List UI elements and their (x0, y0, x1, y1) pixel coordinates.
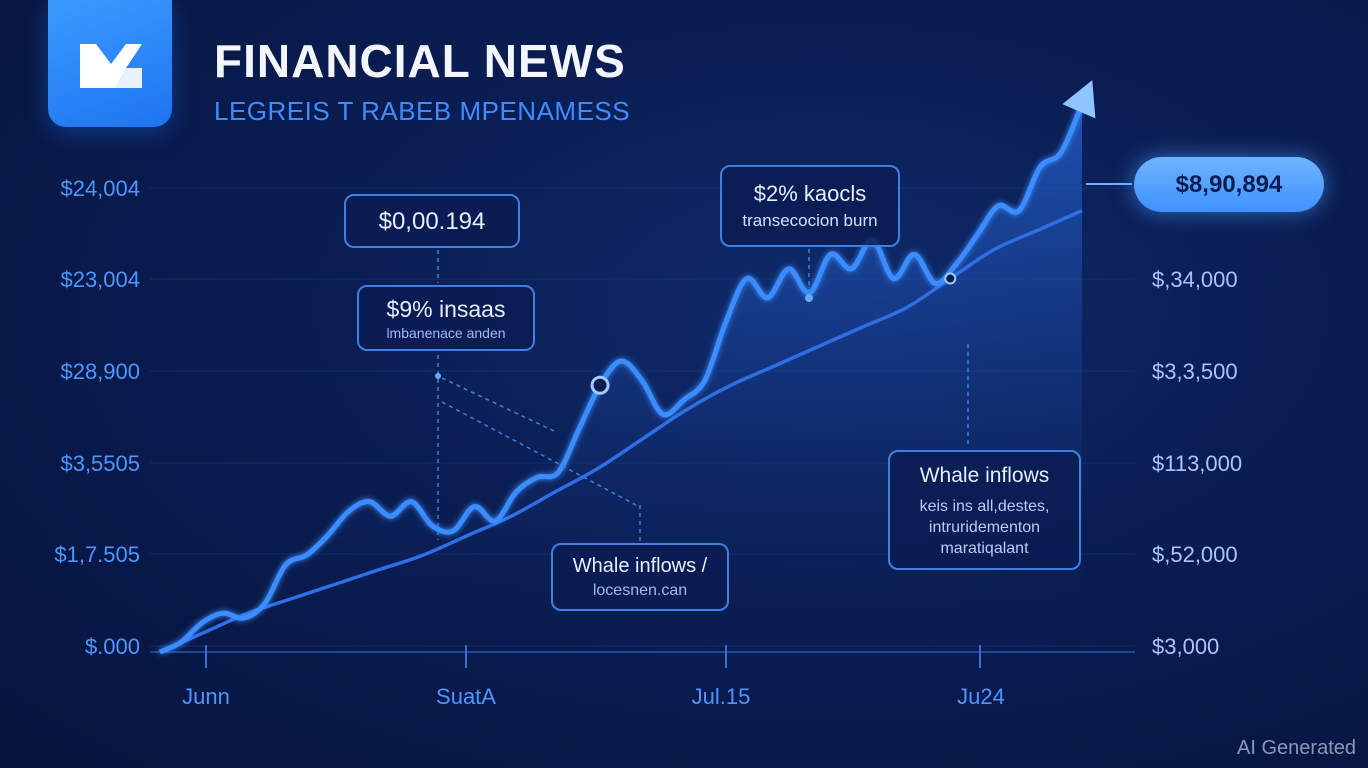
page-subtitle: LEGREIS T RABEB MPENAMESS (214, 96, 631, 126)
annotation-callout-3: $2% kaocls transecocion burn (720, 165, 900, 247)
data-point-marker-2 (944, 272, 957, 285)
current-price-badge: $8,90,894 (1134, 157, 1324, 212)
annotation-5-sub: keis ins all,destes, intruridementon mar… (919, 498, 1050, 557)
annotation-1-text: $0,00.194 (378, 208, 486, 235)
y-tick-left-3: $28,900 (60, 359, 140, 384)
x-tick-3: Jul.15 (691, 684, 751, 709)
y-tick-left-1: $24,004 (60, 176, 140, 201)
x-tick-4: Ju24 (957, 684, 1005, 709)
annotation-callout-2: $9% insaas lmbanenace anden (357, 285, 535, 351)
x-tick-1: Junn (182, 684, 230, 709)
annotation-5-text: Whale inflows (919, 464, 1050, 487)
x-tick-2: SuatA (436, 684, 496, 709)
logo-m-icon (80, 44, 142, 88)
annotation-callout-5: Whale inflows keis ins all,destes, intru… (888, 450, 1081, 570)
y-tick-left-6: $.000 (84, 634, 140, 659)
annotation-callout-1: $0,00.194 (344, 194, 520, 248)
annotation-2-text: $9% insaas (386, 296, 506, 322)
y-tick-left-5: $1,7.505 (54, 542, 140, 567)
annotation-2-link-a (441, 377, 557, 433)
page-title: FINANCIAL NEWS (214, 35, 626, 87)
trend-arrow-head (1062, 80, 1096, 119)
y-tick-right-3: $113,000 (1152, 451, 1243, 476)
series-2-line (159, 209, 1083, 654)
annotation-callout-4: Whale inflows / locesnen.can (551, 543, 729, 611)
data-point-marker-1 (590, 375, 610, 395)
annotation-2-sub: lmbanenace anden (386, 325, 506, 341)
y-tick-right-5: $3,000 (1152, 634, 1220, 659)
y-tick-right-4: $,52,000 (1152, 542, 1238, 567)
ai-generated-watermark: AI Generated (1237, 737, 1356, 759)
brand-logo (48, 0, 172, 127)
series-1-line (158, 102, 1085, 655)
y-tick-left-4: $3,5505 (60, 451, 140, 476)
annotation-3-sub: transecocion burn (742, 211, 878, 230)
annotation-2-dot (435, 373, 441, 379)
y-tick-right-1: $,34,000 (1152, 267, 1238, 292)
y-tick-left-2: $23,004 (60, 267, 140, 292)
annotation-4-sub: locesnen.can (592, 582, 688, 599)
y-tick-right-2: $3,3,500 (1152, 359, 1238, 384)
annotation-4-text: Whale inflows / (572, 555, 708, 577)
annotation-3-text: $2% kaocls (753, 181, 867, 206)
annotation-3-dot (805, 294, 813, 302)
series-1-area (160, 104, 1082, 652)
